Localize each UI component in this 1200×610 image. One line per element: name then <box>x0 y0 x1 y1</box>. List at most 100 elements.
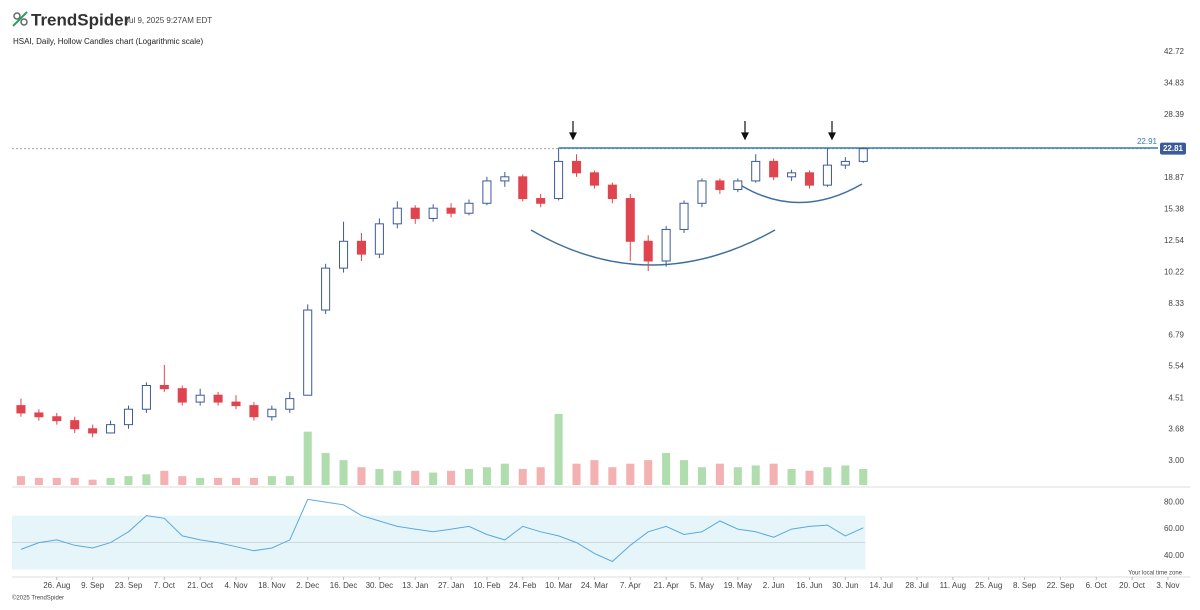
rsi-tick-label: 60.00 <box>1164 524 1185 533</box>
x-tick-label: 10. Mar <box>545 581 572 590</box>
x-tick-label: 7. Apr <box>620 581 641 590</box>
volume-bar <box>787 469 796 485</box>
candle-body <box>52 416 62 422</box>
volume-bar <box>680 460 689 485</box>
candle-body <box>374 223 384 255</box>
candle-body <box>16 405 26 414</box>
candle-body <box>321 267 331 311</box>
x-tick-label: 25. Aug <box>975 581 1002 590</box>
volume-bar <box>106 477 115 485</box>
volume-bar <box>554 413 563 485</box>
rsi-tick-label: 80.00 <box>1164 497 1185 506</box>
x-tick-label: 20. Oct <box>1119 581 1146 590</box>
candle-body <box>392 207 402 225</box>
candle-body <box>159 384 169 390</box>
candle-body <box>787 172 797 178</box>
candle-body <box>213 394 223 403</box>
volume-bar <box>715 463 724 485</box>
volume-bar <box>52 477 61 485</box>
candle-body <box>141 384 151 410</box>
x-tick-label: 7. Oct <box>154 581 176 590</box>
last-price-label: 22.81 <box>1163 144 1184 153</box>
x-tick-label: 2. Jun <box>763 581 785 590</box>
candle-body <box>840 160 850 166</box>
volume-bar <box>214 477 223 485</box>
x-tick-label: 23. Sep <box>115 581 143 590</box>
candle-body <box>446 207 456 214</box>
x-tick-label: 19. May <box>724 581 752 590</box>
logo <box>12 11 28 27</box>
x-tick-label: 13. Jan <box>402 581 428 590</box>
candle-body <box>303 309 313 396</box>
candle-body <box>34 412 44 418</box>
x-tick-label: 28. Jul <box>905 581 929 590</box>
volume-bar <box>518 469 527 485</box>
volume-bar <box>375 469 384 485</box>
candle-body <box>643 240 653 262</box>
time-zone-note: Your local time zone <box>1128 571 1182 577</box>
candle-body <box>804 172 815 186</box>
candle-body <box>195 394 205 403</box>
candle-body <box>661 228 671 262</box>
volume-bar <box>572 463 581 485</box>
volume-bar <box>231 477 241 485</box>
volume-bar <box>536 467 545 485</box>
candle-body <box>500 176 510 182</box>
volume-bar <box>823 467 832 485</box>
candle-body <box>589 172 599 186</box>
volume-bar <box>841 465 850 485</box>
x-tick-label: 27. Jan <box>438 581 464 590</box>
volume-bar <box>429 472 438 485</box>
volume-bar <box>196 477 205 485</box>
x-tick-label: 2. Dec <box>296 581 319 590</box>
arrows <box>569 121 836 141</box>
volume-bar <box>267 476 276 485</box>
volume-bar <box>626 463 635 485</box>
x-tick-label: 21. Apr <box>653 581 679 590</box>
volume-bar <box>393 470 402 485</box>
volume-bar <box>142 474 151 485</box>
candle-body <box>571 160 582 174</box>
y-tick-label: 5.54 <box>1168 362 1184 371</box>
volume-bar <box>178 476 187 485</box>
candle-body <box>625 198 635 242</box>
chart-title: HSAI, Daily, Hollow Candles chart (Logar… <box>13 37 203 46</box>
x-tick-label: 14. Jul <box>869 581 893 590</box>
x-tick-label: 4. Nov <box>224 581 247 590</box>
volume-bar <box>608 467 617 485</box>
volume-bar <box>16 476 25 485</box>
y-tick-label: 34.83 <box>1164 79 1185 88</box>
volume-bar <box>482 467 491 485</box>
y-tick-label: 3.00 <box>1168 456 1184 465</box>
volume-bar <box>769 463 778 485</box>
candle-body <box>106 424 116 434</box>
y-tick-label: 3.68 <box>1168 425 1184 434</box>
volume-bar <box>751 465 760 485</box>
candle-body <box>410 207 420 219</box>
volume-bar <box>34 477 43 485</box>
annotations <box>530 183 863 266</box>
volume-bar <box>285 476 294 485</box>
x-tick-label: 5. May <box>690 581 714 590</box>
x-tick-label: 18. Nov <box>258 581 286 590</box>
rsi-tick-label: 40.00 <box>1164 551 1185 560</box>
y-tick-label: 10.22 <box>1164 267 1185 276</box>
candle-body <box>536 198 546 204</box>
candle-body <box>697 180 707 204</box>
y-tick-label: 28.39 <box>1164 110 1185 119</box>
volume-bar <box>464 469 474 485</box>
y-tick-label: 42.72 <box>1164 47 1185 56</box>
volume-bar <box>249 477 258 485</box>
candle-body <box>679 202 689 230</box>
candle-body <box>339 240 349 269</box>
candle-body <box>88 428 98 434</box>
candle-body <box>285 398 295 410</box>
candle-body <box>70 420 80 430</box>
volume-bar <box>88 479 97 485</box>
footer: ©2025 TrendSpider <box>12 595 64 602</box>
candle-body <box>715 180 725 190</box>
candle-body <box>858 148 868 162</box>
x-tick-label: 30. Dec <box>366 581 394 590</box>
y-tick-label: 6.79 <box>1168 330 1184 339</box>
